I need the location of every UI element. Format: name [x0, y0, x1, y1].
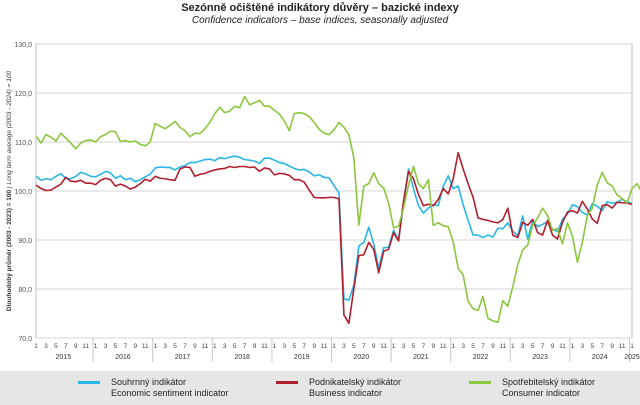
- x-month-label: 1: [630, 343, 634, 350]
- x-month-label: 3: [223, 343, 227, 350]
- x-month-label: 11: [499, 343, 506, 350]
- x-month-label: 9: [610, 343, 614, 350]
- x-month-label: 1: [213, 343, 217, 350]
- x-month-label: 3: [104, 343, 108, 350]
- y-tick-label: 70,0: [18, 336, 32, 343]
- x-month-label: 11: [321, 343, 328, 350]
- x-month-label: 11: [380, 343, 387, 350]
- x-year-label: 2025: [624, 354, 640, 361]
- line-chart: 70,0 80,0 90,0 100,0 110,0 120,0 130,0 Dlouhodo…: [5, 42, 640, 362]
- x-year-label: 2022: [473, 354, 489, 361]
- x-month-label: 9: [134, 343, 138, 350]
- x-month-label: 1: [571, 343, 575, 350]
- x-month-label: 7: [362, 343, 366, 350]
- chart-subtitle: Confidence indicators – base indices, se…: [191, 15, 449, 26]
- x-month-label: 5: [173, 343, 177, 350]
- legend-swatch-consumer: [469, 381, 491, 384]
- x-month-label: 11: [619, 343, 626, 350]
- x-month-label: 11: [440, 343, 447, 350]
- legend-label-en: Business indicator: [309, 388, 383, 398]
- x-month-label: 1: [332, 343, 336, 350]
- y-tick-label: 80,0: [18, 287, 32, 294]
- x-month-label: 3: [44, 343, 48, 350]
- x-month-label: 7: [481, 343, 485, 350]
- x-month-label: 7: [64, 343, 68, 350]
- x-month-label: 1: [273, 343, 277, 350]
- x-month-label: 3: [342, 343, 346, 350]
- x-month-label: 5: [471, 343, 475, 350]
- legend-label-cz: Podnikatelský indikátor: [309, 377, 402, 387]
- x-year-label: 2018: [234, 354, 250, 361]
- chart-title: Sezónně očištěné indikátory důvěry – baz…: [181, 2, 459, 14]
- x-year-label: 2017: [175, 354, 191, 361]
- x-month-label: 3: [521, 343, 525, 350]
- y-axis-title: Dlouhodobý průměr (2003 - 2023) = 100 | …: [5, 71, 13, 312]
- x-month-label: 1: [392, 343, 396, 350]
- x-month-label: 5: [352, 343, 356, 350]
- legend-label-cz: Souhrnný indikátor: [111, 377, 187, 387]
- x-month-label: 3: [581, 343, 585, 350]
- x-month-label: 9: [312, 343, 316, 350]
- x-month-label: 1: [34, 343, 38, 350]
- x-year-label: 2021: [413, 354, 429, 361]
- legend-swatch-business: [276, 381, 298, 384]
- x-month-label: 5: [114, 343, 118, 350]
- x-month-label: 3: [402, 343, 406, 350]
- x-month-label: 1: [153, 343, 157, 350]
- x-month-label: 5: [233, 343, 237, 350]
- series-line-consumer: [35, 95, 640, 324]
- legend-label-en: Economic sentiment indicator: [111, 388, 229, 398]
- x-month-label: 3: [163, 343, 167, 350]
- x-month-label: 9: [193, 343, 197, 350]
- x-year-label: 2015: [56, 354, 72, 361]
- x-month-label: 7: [422, 343, 426, 350]
- x-month-label: 9: [432, 343, 436, 350]
- x-month-label: 1: [511, 343, 515, 350]
- x-month-label: 3: [461, 343, 465, 350]
- x-month-label: 7: [124, 343, 128, 350]
- series-line-business: [35, 151, 633, 325]
- x-month-label: 11: [201, 343, 208, 350]
- x-month-label: 7: [243, 343, 247, 350]
- x-month-label: 5: [54, 343, 58, 350]
- x-year-label: 2020: [354, 354, 370, 361]
- x-month-label: 11: [142, 343, 149, 350]
- y-tick-label: 130,0: [14, 42, 32, 49]
- x-month-label: 7: [302, 343, 306, 350]
- x-year-label: 2024: [592, 354, 608, 361]
- x-year-label: 2023: [532, 354, 548, 361]
- x-month-label: 9: [372, 343, 376, 350]
- y-tick-label: 120,0: [14, 91, 32, 98]
- x-month-label: 5: [292, 343, 296, 350]
- x-month-label: 9: [74, 343, 78, 350]
- x-month-label: 5: [412, 343, 416, 350]
- x-month-label: 9: [253, 343, 257, 350]
- x-month-label: 7: [541, 343, 545, 350]
- x-month-label: 3: [283, 343, 287, 350]
- x-month-label: 11: [261, 343, 268, 350]
- x-month-label: 9: [491, 343, 495, 350]
- y-tick-label: 90,0: [18, 238, 32, 245]
- x-month-label: 5: [531, 343, 535, 350]
- x-month-label: 9: [551, 343, 555, 350]
- y-tick-label: 110,0: [15, 140, 32, 147]
- legend-label-en: Consumer indicator: [502, 388, 581, 398]
- x-month-label: 7: [183, 343, 187, 350]
- x-month-label: 5: [590, 343, 594, 350]
- y-tick-label: 100,0: [14, 189, 32, 196]
- x-month-label: 1: [451, 343, 455, 350]
- x-year-label: 2016: [115, 354, 131, 361]
- legend-swatch-economic-sentiment: [78, 381, 100, 384]
- legend: Souhrnný indikátor Economic sentiment in…: [0, 371, 640, 405]
- x-month-label: 11: [82, 343, 89, 350]
- x-month-label: 7: [600, 343, 604, 350]
- legend-label-cz: Spotřebitelský indikátor: [502, 377, 596, 387]
- x-year-label: 2019: [294, 354, 310, 361]
- x-month-label: 11: [559, 343, 566, 350]
- x-month-label: 1: [94, 343, 98, 350]
